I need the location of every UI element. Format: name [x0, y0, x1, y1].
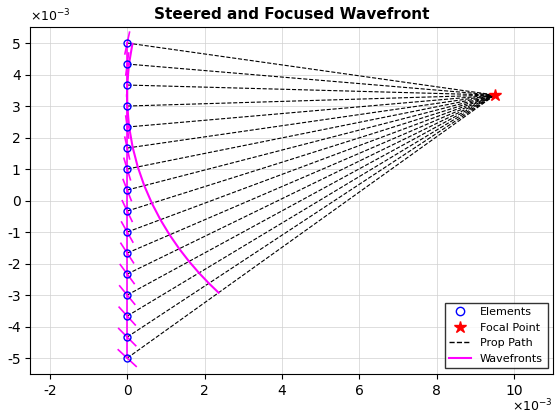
Wavefronts [186, 259, 193, 264]
Line: Wavefronts: Wavefronts [127, 44, 218, 293]
Text: $\times10^{-3}$: $\times10^{-3}$ [512, 398, 553, 415]
Wavefronts [141, 183, 148, 188]
Wavefronts [125, 62, 132, 67]
Wavefronts [129, 145, 136, 150]
Wavefronts [124, 82, 130, 87]
Elements [124, 356, 130, 361]
Wavefronts [195, 270, 202, 276]
Wavefronts [126, 124, 133, 129]
Title: Steered and Focused Wavefront: Steered and Focused Wavefront [154, 7, 430, 22]
Wavefronts [176, 246, 183, 251]
Elements [124, 335, 130, 340]
Elements [124, 272, 130, 277]
Wavefronts [166, 232, 173, 237]
Line: Elements: Elements [124, 39, 130, 362]
Elements [124, 187, 130, 192]
Elements [124, 61, 130, 66]
Wavefronts [206, 281, 212, 286]
Wavefronts [124, 103, 130, 108]
Legend: Elements, Focal Point, Prop Path, Wavefronts: Elements, Focal Point, Prop Path, Wavefr… [445, 303, 548, 368]
Wavefronts [157, 217, 164, 222]
Elements [124, 208, 130, 213]
Elements [124, 103, 130, 108]
Wavefronts [215, 290, 222, 295]
Wavefronts [148, 201, 155, 206]
Elements [124, 40, 130, 45]
Elements [124, 293, 130, 298]
Wavefronts [129, 41, 136, 46]
Elements [124, 230, 130, 235]
Elements [124, 145, 130, 150]
Elements [124, 82, 130, 87]
Wavefronts [134, 164, 141, 169]
Text: $\times10^{-3}$: $\times10^{-3}$ [30, 7, 71, 24]
Elements [124, 166, 130, 171]
Elements [124, 124, 130, 129]
Elements [124, 251, 130, 256]
Elements [124, 314, 130, 319]
